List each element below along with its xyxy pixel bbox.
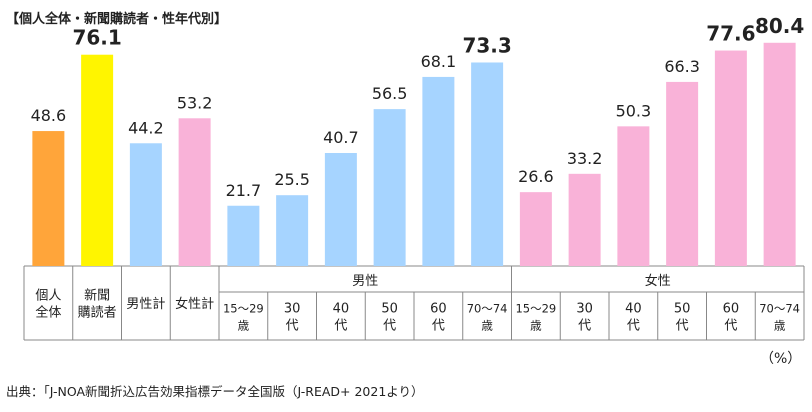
category-label: 15～29 xyxy=(515,302,556,316)
bar xyxy=(324,152,357,266)
value-label: 44.2 xyxy=(128,118,164,137)
category-label: 60 xyxy=(430,302,447,317)
category-label: 個人 xyxy=(35,289,61,304)
bar xyxy=(763,42,796,267)
category-label: 代 xyxy=(286,319,299,334)
category-label: 代 xyxy=(432,319,445,334)
category-label: 70～74 xyxy=(759,302,800,316)
bar xyxy=(617,126,650,266)
value-label: 76.1 xyxy=(72,26,121,50)
category-label: 新聞 xyxy=(84,288,110,304)
category-label: 15～29 xyxy=(223,302,264,316)
category-label: 歳 xyxy=(774,319,786,333)
value-label: 56.5 xyxy=(372,84,408,103)
bar xyxy=(666,81,699,266)
unit-label: （%） xyxy=(760,351,802,367)
category-label: 代 xyxy=(578,319,591,334)
category-label: 歳 xyxy=(238,319,250,333)
category-label: 男性計 xyxy=(126,296,165,312)
group-label: 女性 xyxy=(645,273,671,289)
category-label: 70～74 xyxy=(467,302,508,316)
value-label: 68.1 xyxy=(421,52,457,71)
bar xyxy=(276,195,309,266)
chart-title: 【個人全体・新聞購読者・性年代別】 xyxy=(6,12,228,27)
source-note: 出典：「J-NOA新聞折込広告効果指標データ全国版（J-READ+ 2021より… xyxy=(6,384,424,399)
category-label: 40 xyxy=(625,302,642,317)
bar xyxy=(471,62,504,266)
category-label: 全体 xyxy=(35,305,61,321)
bar xyxy=(714,50,747,266)
bar xyxy=(568,173,601,266)
value-label: 66.3 xyxy=(664,57,700,76)
value-label: 50.3 xyxy=(616,101,652,120)
bar xyxy=(519,192,552,266)
bar xyxy=(81,54,114,266)
category-label: 30 xyxy=(576,302,593,317)
value-label: 25.5 xyxy=(274,170,310,189)
bar xyxy=(129,143,162,266)
category-label: 60 xyxy=(723,302,740,317)
category-label: 30 xyxy=(284,302,301,317)
bar xyxy=(227,205,260,266)
value-label: 73.3 xyxy=(462,33,511,57)
bar xyxy=(422,76,455,266)
category-label: 40 xyxy=(333,302,350,317)
bar xyxy=(178,118,211,266)
value-label: 80.4 xyxy=(755,14,804,38)
bar xyxy=(32,131,65,266)
category-label: 代 xyxy=(334,319,347,334)
value-label: 53.2 xyxy=(177,93,213,112)
value-label: 48.6 xyxy=(31,106,67,125)
category-label: 歳 xyxy=(481,319,493,333)
value-label: 26.6 xyxy=(518,167,554,186)
group-label: 男性 xyxy=(352,274,378,289)
category-label: 50 xyxy=(674,302,691,317)
value-label: 40.7 xyxy=(323,128,359,147)
value-label: 21.7 xyxy=(226,181,262,200)
category-label: 購読者 xyxy=(78,305,117,321)
category-label: 代 xyxy=(676,319,689,334)
category-label: 女性計 xyxy=(175,296,214,312)
category-label: 歳 xyxy=(530,319,542,333)
bar xyxy=(373,109,406,266)
category-label: 代 xyxy=(383,319,396,334)
value-label: 33.2 xyxy=(567,149,603,168)
value-label: 77.6 xyxy=(706,22,755,46)
category-label: 代 xyxy=(627,319,640,334)
category-label: 代 xyxy=(724,319,737,334)
category-label: 50 xyxy=(381,302,398,317)
